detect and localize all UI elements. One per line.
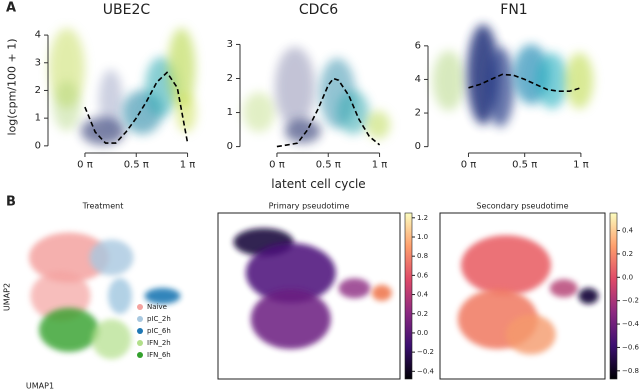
legend-label: pIC_6h	[147, 327, 171, 335]
chart-title: Secondary pseudotime	[476, 202, 568, 211]
x-tick-label: 1 π	[573, 160, 589, 171]
point-cloud	[549, 279, 578, 298]
point-cloud	[284, 119, 321, 144]
y-tick-label: 2	[35, 85, 41, 96]
x-tick-label: 0.5 π	[512, 160, 537, 171]
x-axis-label: UMAP1	[26, 382, 54, 391]
point-cloud	[52, 80, 81, 131]
point-cloud	[486, 47, 515, 127]
legend-marker	[137, 352, 143, 358]
legend-label: IFN_6h	[147, 351, 171, 359]
y-tick-label: 6	[415, 40, 421, 51]
colorbar-tick-label: 0.0	[417, 329, 428, 337]
colorbar-tick-label: −0.2	[622, 297, 639, 305]
point-cloud	[337, 90, 370, 135]
point-cloud	[274, 47, 315, 127]
point-cloud	[89, 239, 134, 276]
point-cloud	[535, 52, 568, 109]
point-cloud	[98, 69, 123, 130]
point-cloud	[338, 278, 371, 299]
point-cloud	[250, 289, 331, 350]
trend-line	[84, 71, 189, 144]
point-cloud	[29, 232, 109, 283]
x-tick-label: 0 π	[77, 160, 93, 171]
x-axis-label: latent cell cycle	[271, 177, 365, 191]
y-tick-label: 0	[415, 141, 421, 152]
x-tick-label: 0 π	[461, 160, 477, 171]
colorbar	[609, 212, 618, 380]
point-cloud	[578, 288, 599, 304]
colorbar-tick-label: 0.0	[622, 273, 633, 281]
chart-title: Primary pseudotime	[269, 202, 350, 211]
colorbar-tick-label: 1.0	[417, 233, 428, 241]
y-tick-label: 1	[227, 107, 233, 118]
point-cloud	[176, 92, 197, 133]
legend-label: pIC_2h	[147, 315, 171, 323]
legend-label: IFN_2h	[147, 339, 171, 347]
y-tick-label: 1	[35, 113, 41, 124]
point-cloud	[565, 52, 594, 109]
point-cloud	[242, 92, 275, 133]
colorbar-tick-label: 0.8	[417, 252, 428, 260]
point-cloud	[371, 284, 392, 301]
y-tick-label: 3	[35, 57, 41, 68]
x-tick-label: 0.5 π	[316, 160, 341, 171]
x-tick-label: 1 π	[372, 160, 388, 171]
trend-line	[276, 77, 381, 148]
panel-label: B	[6, 195, 16, 210]
panel-label: A	[6, 1, 16, 16]
colorbar-tick-label: 0.4	[622, 227, 634, 235]
trend-line	[468, 73, 582, 92]
colorbar-tick-label: −0.6	[622, 343, 640, 351]
colorbar-tick-label: 0.6	[417, 271, 429, 279]
y-tick-label: 2	[415, 108, 421, 119]
point-cloud	[432, 50, 465, 111]
point-cloud	[108, 278, 132, 314]
y-tick-label: 4	[35, 30, 41, 41]
point-cloud	[461, 235, 551, 296]
colorbar-tick-label: −0.8	[622, 367, 639, 375]
point-cloud	[245, 242, 336, 303]
chart-title: CDC6	[299, 2, 338, 18]
point-cloud	[167, 28, 196, 109]
colorbar	[404, 212, 413, 380]
legend-marker	[137, 304, 143, 310]
point-cloud	[91, 319, 132, 360]
chart-title: Treatment	[82, 202, 124, 211]
colorbar-tick-label: −0.4	[622, 320, 640, 328]
y-tick-label: 3	[227, 39, 233, 50]
x-tick-label: 0.5 π	[124, 160, 149, 171]
colorbar-tick-label: 0.2	[622, 250, 633, 258]
legend-marker	[137, 340, 143, 346]
point-cloud	[366, 110, 391, 139]
colorbar-tick-label: 0.4	[417, 291, 429, 299]
x-tick-label: 1 π	[180, 160, 196, 171]
legend-label: Naive	[147, 303, 167, 311]
chart-title: UBE2C	[103, 2, 151, 18]
chart-title: FN1	[500, 2, 527, 18]
x-tick-label: 0 π	[269, 160, 285, 171]
y-tick-label: 4	[415, 74, 421, 85]
plot-frame	[217, 212, 401, 380]
y-tick-label: 0	[227, 141, 233, 152]
legend-marker	[137, 328, 143, 334]
plot-frame	[439, 212, 606, 380]
point-cloud	[505, 314, 556, 355]
colorbar-tick-label: −0.4	[417, 367, 435, 375]
colorbar-tick-label: −0.2	[417, 348, 434, 356]
y-axis-label: UMAP2	[3, 283, 12, 311]
colorbar-tick-label: 1.2	[417, 214, 428, 222]
y-tick-label: 0	[35, 140, 41, 151]
colorbar-tick-label: 0.2	[417, 310, 428, 318]
legend-marker	[137, 316, 143, 322]
point-cloud	[144, 288, 181, 304]
y-tick-label: 2	[227, 73, 233, 84]
point-cloud	[39, 307, 99, 352]
y-axis-label: log(cpm/100 + 1)	[6, 38, 19, 135]
